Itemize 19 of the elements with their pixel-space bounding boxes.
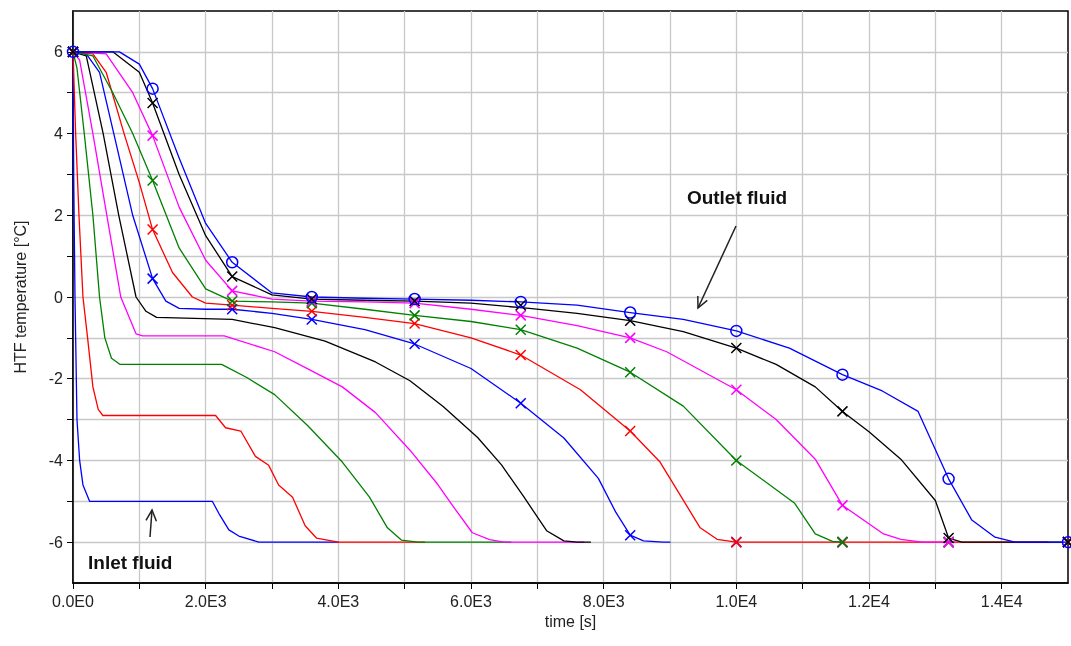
x-tick-label: 1.4E4 [980, 592, 1023, 610]
x-tick-label: 0.0E0 [52, 592, 95, 610]
x-axis-title: time [s] [544, 613, 597, 631]
x-tick-label: 2.0E3 [184, 592, 227, 610]
y-tick-label: 0 [54, 288, 64, 306]
y-tick-label: 2 [54, 206, 64, 224]
annotation: Outlet fluid [686, 187, 788, 208]
y-axis-title: HTF temperature [°C] [11, 220, 29, 374]
y-tick-label: 6 [54, 43, 64, 61]
x-tick-label: 8.0E3 [582, 592, 625, 610]
y-tick-label: -4 [48, 451, 64, 469]
x-tick-label: 1.2E4 [848, 592, 891, 610]
x-tick-label: 4.0E3 [317, 592, 360, 610]
annotation: Inlet fluid [88, 552, 173, 573]
y-tick-label: -6 [48, 533, 64, 551]
x-tick-label: 1.0E4 [715, 592, 758, 610]
y-tick-label: -2 [48, 370, 64, 388]
x-tick-label: 6.0E3 [450, 592, 493, 610]
y-tick-label: 4 [54, 125, 64, 143]
